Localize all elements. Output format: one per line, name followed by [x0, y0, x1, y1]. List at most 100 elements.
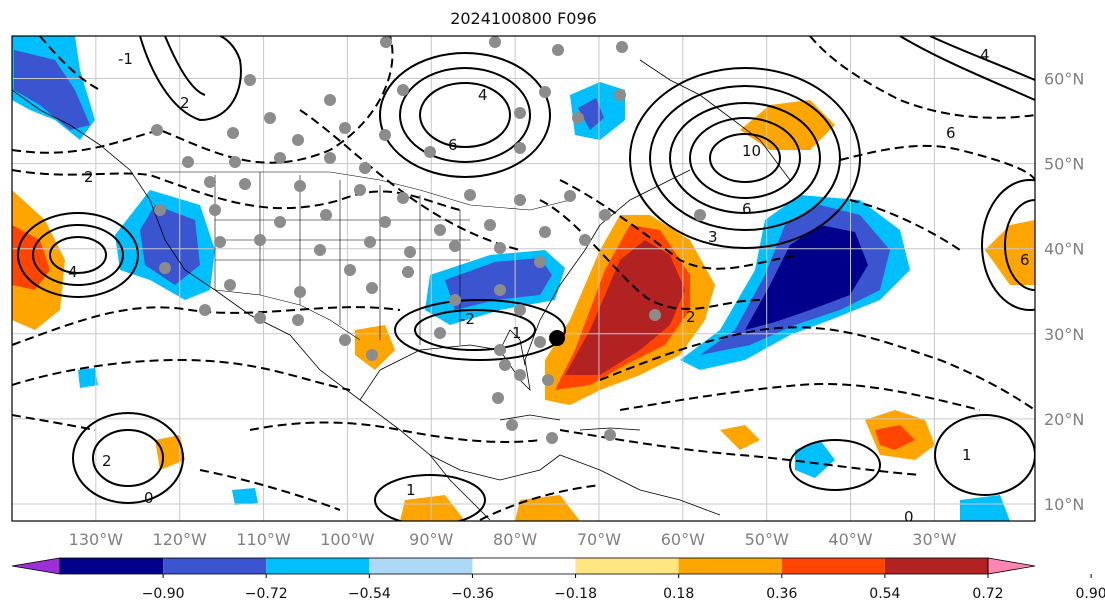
contour-line — [12, 36, 394, 164]
contour-label: 2 — [686, 308, 696, 326]
station-dot — [514, 194, 526, 206]
station-dot — [494, 242, 506, 254]
lon-tick-label: 60°W — [661, 530, 705, 549]
contour-label: 6 — [742, 200, 752, 218]
us-canada-border — [150, 171, 571, 211]
anomaly-fill — [515, 495, 580, 521]
station-dot — [614, 89, 626, 101]
contour-line — [49, 236, 107, 274]
contour-line — [559, 179, 801, 270]
lat-tick-label: 60°N — [1044, 70, 1084, 89]
lon-tick-label: 80°W — [493, 530, 537, 549]
contour-label: 3 — [708, 228, 718, 246]
station-dot — [514, 142, 526, 154]
anomaly-fill — [78, 368, 98, 388]
colorbar-segment — [575, 558, 679, 574]
lon-tick-label: 30°W — [912, 530, 956, 549]
contour-label: 2 — [84, 168, 94, 186]
anomaly-fill — [578, 98, 604, 130]
anomaly-fill — [140, 205, 200, 285]
dashed-contours — [12, 36, 1035, 521]
station-dot — [354, 184, 366, 196]
colorbar-segment — [60, 558, 164, 574]
station-dot — [380, 36, 392, 48]
colorbar-segment — [266, 558, 370, 574]
station-dot — [314, 244, 326, 256]
contour-line — [599, 326, 1035, 411]
storm-center-marker — [549, 330, 566, 347]
lon-tick-label: 120°W — [153, 530, 208, 549]
us-mexico-border — [214, 289, 361, 341]
canada-coast — [639, 59, 791, 181]
anomaly-fill — [14, 50, 90, 130]
station-dot — [359, 162, 371, 174]
station-dot — [539, 86, 551, 98]
contour-line — [12, 169, 461, 211]
contour-line — [12, 306, 401, 346]
anomaly-fill — [795, 440, 835, 478]
colorbar-tick-label: −0.54 — [348, 586, 391, 602]
station-dot — [506, 419, 518, 431]
station-dot — [546, 432, 558, 444]
state-lines — [214, 172, 470, 345]
lon-tick-label: 70°W — [577, 530, 621, 549]
colorbar-extend-min — [11, 557, 61, 575]
colorbar-segment — [472, 558, 576, 574]
contour-label: 4 — [980, 46, 990, 64]
contour-label: -2 — [460, 310, 475, 328]
contour-label: 2 — [180, 94, 190, 112]
contour-label: 1 — [512, 324, 522, 342]
colorbar: −0.90 −0.72 −0.54 −0.36 −0.18 0.18 0.36 0.54 0.7… — [11, 557, 1105, 602]
contour-line — [689, 117, 801, 199]
station-dot — [434, 327, 446, 339]
anomaly-fill — [720, 425, 760, 450]
contour-line — [789, 439, 881, 491]
contour-line — [414, 309, 536, 351]
station-dot — [151, 124, 163, 136]
lat-tick-label: 40°N — [1044, 240, 1084, 259]
station-dot — [224, 279, 236, 291]
contour-line — [929, 36, 1035, 81]
contour-line — [419, 82, 511, 148]
contour-line — [12, 358, 351, 391]
contour-label: 6 — [1020, 251, 1030, 269]
contour-label: 0 — [144, 489, 154, 507]
station-dot — [649, 309, 661, 321]
station-dot — [484, 219, 496, 231]
contour-label: 1 — [962, 446, 972, 464]
station-dot — [599, 209, 611, 221]
lat-tick-label: 30°N — [1044, 325, 1084, 344]
station-dot — [254, 234, 266, 246]
solid-contours — [17, 36, 1035, 521]
contour-label: 6 — [946, 124, 956, 142]
station-dot — [499, 359, 511, 371]
longitude-labels: 130°W 120°W 110°W 100°W 90°W 80°W 70°W 60°W 50°W… — [69, 530, 957, 549]
contour-line — [809, 36, 1035, 119]
anomaly-fill — [745, 225, 868, 330]
colorbar-frame — [59, 557, 989, 575]
colorbar-segment — [781, 558, 885, 574]
coastlines — [12, 59, 791, 521]
contour-labels: -1 2 2 4 4 6 10 6 3 6 4 -2 1 2 2 0 0 1 1… — [68, 46, 1030, 526]
contour-line — [249, 421, 541, 443]
station-dot — [294, 180, 306, 192]
station-dot — [424, 146, 436, 158]
station-dot — [402, 266, 414, 278]
station-dot — [694, 209, 706, 221]
anomaly-fill — [985, 220, 1035, 285]
station-dot — [199, 304, 211, 316]
contour-line — [39, 36, 101, 91]
contour-label: 1 — [406, 481, 416, 499]
station-dot — [539, 226, 551, 238]
station-dot — [274, 216, 286, 228]
contour-label: -1 — [118, 50, 133, 68]
contour-label: 0 — [904, 508, 914, 526]
station-dot — [182, 156, 194, 168]
colorbar-segment — [369, 558, 473, 574]
station-dot — [239, 178, 251, 190]
station-dot — [542, 374, 554, 386]
contour-line — [981, 179, 1035, 311]
station-dot — [244, 74, 256, 86]
station-dot — [552, 44, 564, 56]
